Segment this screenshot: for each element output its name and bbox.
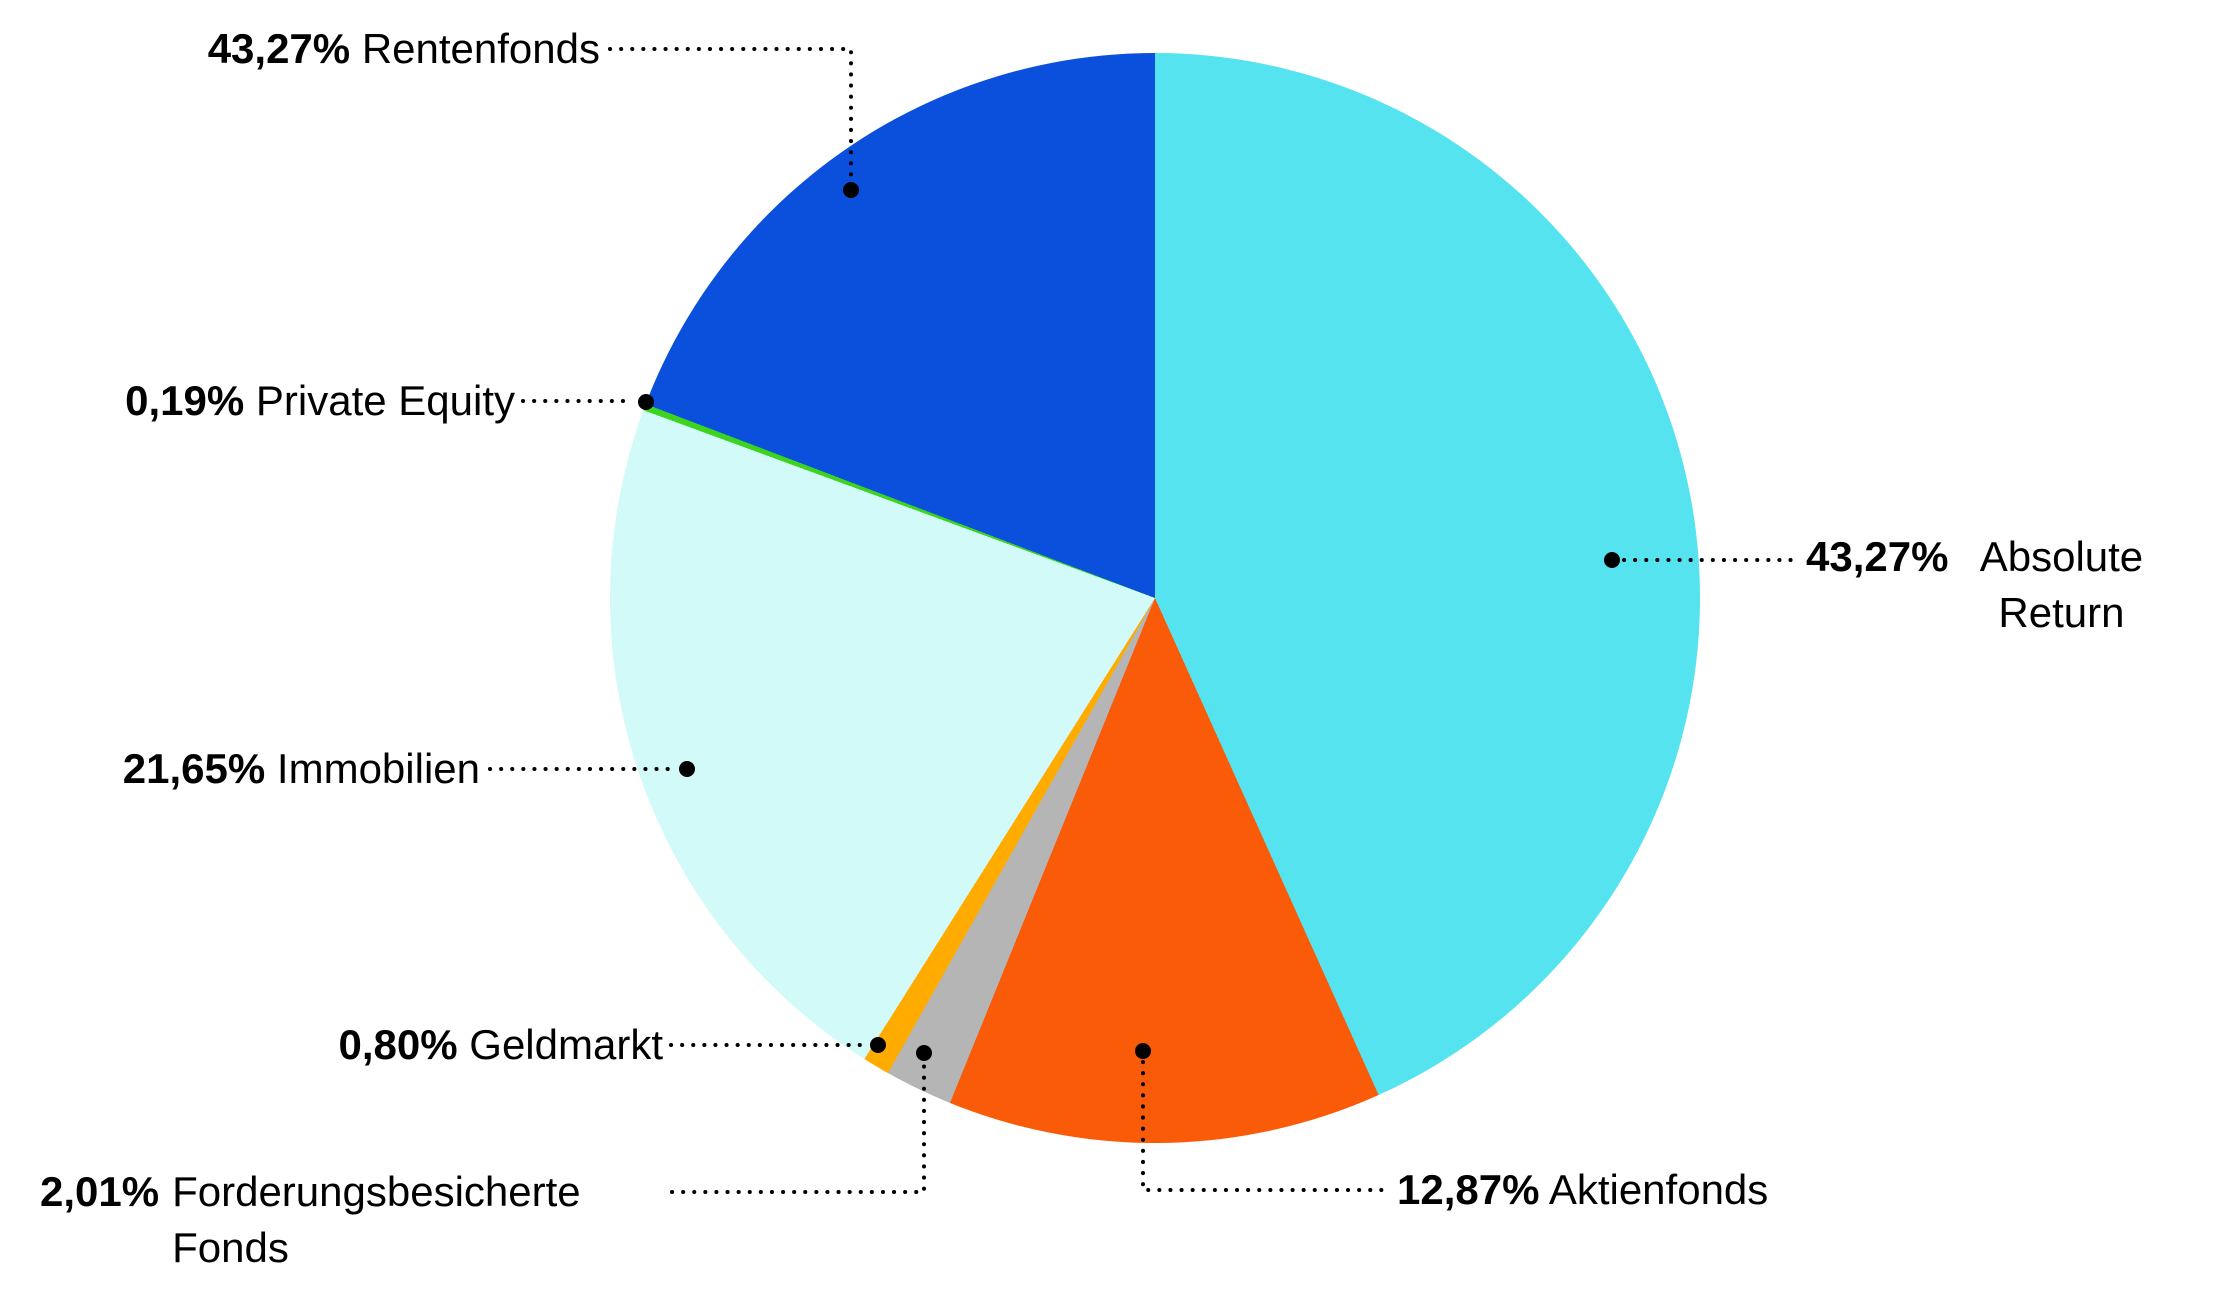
rentenfonds-percent: 43,27%: [207, 25, 351, 72]
immobilien-percent: 21,65%: [122, 745, 266, 792]
forderungsbesicherte-fonds-name: Forderungsbesicherte Fonds: [172, 1168, 581, 1271]
label-forderungsbesicherte-fonds: 2,01% Forderungsbesicherte Fonds: [40, 1164, 642, 1276]
geldmarkt-name: Geldmarkt: [469, 1021, 663, 1068]
absolute-return-percent: 43,27%: [1806, 533, 1949, 580]
rentenfonds-name: Rentenfonds: [361, 25, 600, 72]
pie: [610, 53, 1700, 1143]
label-rentenfonds: 43,27% Rentenfonds: [208, 21, 600, 77]
label-geldmarkt: 0,80% Geldmarkt: [339, 1017, 663, 1073]
private-equity-percent: 0,19%: [125, 377, 245, 424]
label-immobilien: 21,65% Immobilien: [123, 741, 480, 797]
aktienfonds-name: Aktienfonds: [1548, 1166, 1769, 1213]
label-absolute-return: 43,27% Absolute Return: [1806, 529, 2161, 641]
forderungsbesicherte-fonds-percent: 2,01%: [40, 1168, 160, 1215]
private-equity-name: Private Equity: [255, 377, 515, 424]
immobilien-name: Immobilien: [276, 745, 480, 792]
absolute-return-name: Absolute Return: [1979, 533, 2144, 636]
leader-forderungsbesicherte-fonds: [670, 1062, 926, 1194]
leader-rentenfonds: [608, 47, 853, 182]
label-private-equity: 0,19% Private Equity: [125, 373, 515, 429]
geldmarkt-percent: 0,80%: [338, 1021, 458, 1068]
label-aktienfonds: 12,87% Aktienfonds: [1397, 1162, 1768, 1218]
aktienfonds-percent: 12,87%: [1397, 1166, 1540, 1213]
